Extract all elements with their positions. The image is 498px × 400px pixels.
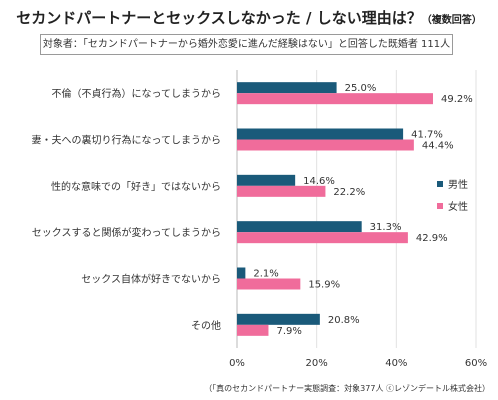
data-label: 49.2% bbox=[441, 94, 473, 105]
legend-swatch-female bbox=[437, 203, 443, 209]
legend-label: 女性 bbox=[448, 200, 468, 213]
legend-swatch-male bbox=[437, 181, 443, 187]
category-label: セックス自体が好きでないから bbox=[81, 273, 221, 286]
legend-label: 男性 bbox=[448, 178, 468, 191]
data-label: 42.9% bbox=[416, 233, 448, 244]
bar-female bbox=[237, 279, 300, 290]
bar-male bbox=[237, 175, 295, 186]
bar-female bbox=[237, 140, 414, 151]
category-label: 性的な意味での「好き」ではないから bbox=[51, 180, 221, 193]
bar-female bbox=[237, 232, 408, 243]
x-tick-label: 60% bbox=[465, 358, 487, 369]
bar-chart: 0% 20% 40% 60% 不倫（不貞行為）になってしまうから 25.0% 49.2% 妻・… bbox=[0, 0, 498, 380]
data-label: 25.0% bbox=[345, 83, 377, 94]
category-label: セックスすると関係が変わってしまうから bbox=[32, 226, 221, 239]
bar-male bbox=[237, 268, 245, 279]
data-label: 15.9% bbox=[308, 280, 340, 291]
x-tick-label: 40% bbox=[385, 358, 407, 369]
category-label: その他 bbox=[191, 319, 221, 332]
bar-male bbox=[237, 129, 403, 140]
data-label: 31.3% bbox=[370, 222, 402, 233]
category-label: 不倫（不貞行為）になってしまうから bbox=[52, 87, 222, 100]
data-label: 14.6% bbox=[303, 176, 335, 187]
data-label: 2.1% bbox=[253, 269, 278, 280]
data-label: 44.4% bbox=[422, 141, 454, 152]
bar-male bbox=[237, 314, 320, 325]
x-tick-label: 0% bbox=[229, 358, 245, 369]
x-tick-label: 20% bbox=[306, 358, 328, 369]
bar-female bbox=[237, 93, 433, 104]
data-label: 22.2% bbox=[333, 187, 365, 198]
category-label: 妻・夫への裏切り行為になってしまうから bbox=[32, 134, 222, 147]
bar-female bbox=[237, 325, 268, 336]
bar-female bbox=[237, 186, 325, 197]
data-label: 41.7% bbox=[411, 130, 443, 141]
data-label: 7.9% bbox=[276, 326, 301, 337]
source-note: （「真のセカンドパートナー実態調査：対象377人 ⓒレゾンデートル株式会社） bbox=[204, 383, 490, 394]
bar-male bbox=[237, 221, 362, 232]
bar-male bbox=[237, 82, 337, 93]
data-label: 20.8% bbox=[328, 315, 360, 326]
